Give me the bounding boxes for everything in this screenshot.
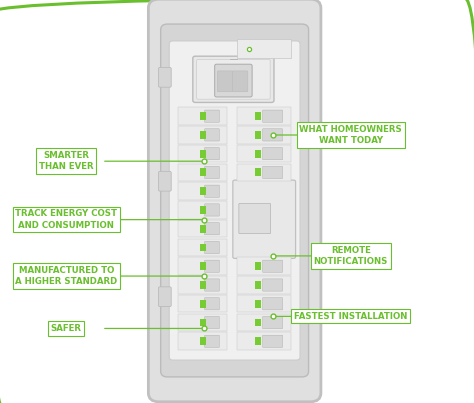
- Text: SMARTER
THAN EVER: SMARTER THAN EVER: [39, 151, 94, 171]
- FancyBboxPatch shape: [233, 180, 296, 258]
- Text: SAFER: SAFER: [51, 324, 82, 333]
- Bar: [200, 300, 206, 308]
- Bar: [237, 258, 292, 275]
- FancyBboxPatch shape: [217, 71, 233, 92]
- FancyBboxPatch shape: [205, 260, 219, 272]
- Bar: [255, 319, 262, 326]
- FancyBboxPatch shape: [263, 129, 283, 141]
- Bar: [200, 168, 206, 177]
- Bar: [200, 262, 206, 270]
- Bar: [178, 126, 227, 143]
- Bar: [237, 126, 292, 143]
- Bar: [255, 300, 262, 308]
- Text: TRACK ENERGY COST
AND CONSUMPTION: TRACK ENERGY COST AND CONSUMPTION: [15, 210, 118, 230]
- Bar: [255, 112, 262, 120]
- Bar: [255, 281, 262, 289]
- Bar: [178, 164, 227, 181]
- Text: FASTEST INSTALLATION: FASTEST INSTALLATION: [294, 312, 408, 321]
- Bar: [255, 337, 262, 345]
- FancyBboxPatch shape: [158, 171, 171, 191]
- Bar: [237, 107, 292, 125]
- Text: MANUFACTURED TO
A HIGHER STANDARD: MANUFACTURED TO A HIGHER STANDARD: [15, 266, 118, 286]
- FancyBboxPatch shape: [205, 204, 219, 216]
- FancyBboxPatch shape: [161, 24, 309, 377]
- FancyBboxPatch shape: [148, 0, 321, 402]
- FancyBboxPatch shape: [205, 185, 219, 197]
- Bar: [255, 150, 262, 158]
- Bar: [255, 131, 262, 139]
- FancyBboxPatch shape: [263, 166, 283, 179]
- FancyBboxPatch shape: [263, 335, 283, 347]
- FancyBboxPatch shape: [158, 67, 171, 87]
- Bar: [237, 276, 292, 294]
- Bar: [237, 164, 292, 181]
- Bar: [200, 243, 206, 251]
- Bar: [200, 206, 206, 214]
- Bar: [200, 131, 206, 139]
- Bar: [237, 314, 292, 331]
- Bar: [178, 182, 227, 200]
- Bar: [178, 239, 227, 256]
- Text: REMOTE
NOTIFICATIONS: REMOTE NOTIFICATIONS: [314, 246, 388, 266]
- FancyBboxPatch shape: [263, 147, 283, 160]
- FancyBboxPatch shape: [215, 64, 252, 97]
- Bar: [237, 295, 292, 312]
- Bar: [200, 187, 206, 195]
- FancyBboxPatch shape: [263, 260, 283, 272]
- FancyBboxPatch shape: [237, 39, 292, 58]
- Bar: [237, 145, 292, 162]
- Bar: [237, 332, 292, 350]
- Bar: [200, 150, 206, 158]
- FancyBboxPatch shape: [158, 287, 171, 307]
- FancyBboxPatch shape: [205, 147, 219, 160]
- FancyBboxPatch shape: [205, 335, 219, 347]
- Bar: [178, 145, 227, 162]
- FancyBboxPatch shape: [239, 204, 271, 234]
- FancyBboxPatch shape: [263, 316, 283, 328]
- FancyBboxPatch shape: [205, 166, 219, 179]
- Bar: [200, 281, 206, 289]
- Bar: [200, 112, 206, 120]
- Bar: [178, 220, 227, 237]
- Bar: [178, 295, 227, 312]
- FancyBboxPatch shape: [205, 110, 219, 122]
- FancyBboxPatch shape: [205, 279, 219, 291]
- Bar: [255, 262, 262, 270]
- Bar: [200, 337, 206, 345]
- FancyBboxPatch shape: [205, 129, 219, 141]
- FancyBboxPatch shape: [169, 41, 300, 360]
- FancyBboxPatch shape: [263, 298, 283, 310]
- Bar: [178, 314, 227, 331]
- Bar: [178, 107, 227, 125]
- Bar: [178, 201, 227, 219]
- FancyBboxPatch shape: [205, 222, 219, 235]
- FancyBboxPatch shape: [205, 241, 219, 253]
- Bar: [178, 276, 227, 294]
- FancyBboxPatch shape: [263, 279, 283, 291]
- FancyBboxPatch shape: [232, 71, 248, 92]
- Bar: [178, 332, 227, 350]
- FancyBboxPatch shape: [263, 110, 283, 122]
- FancyBboxPatch shape: [193, 56, 274, 102]
- Bar: [200, 319, 206, 326]
- FancyBboxPatch shape: [205, 298, 219, 310]
- Bar: [200, 225, 206, 233]
- Text: WHAT HOMEOWNERS
WANT TODAY: WHAT HOMEOWNERS WANT TODAY: [300, 125, 402, 145]
- Bar: [178, 258, 227, 275]
- Bar: [255, 168, 262, 177]
- FancyBboxPatch shape: [205, 316, 219, 328]
- FancyBboxPatch shape: [197, 59, 270, 99]
